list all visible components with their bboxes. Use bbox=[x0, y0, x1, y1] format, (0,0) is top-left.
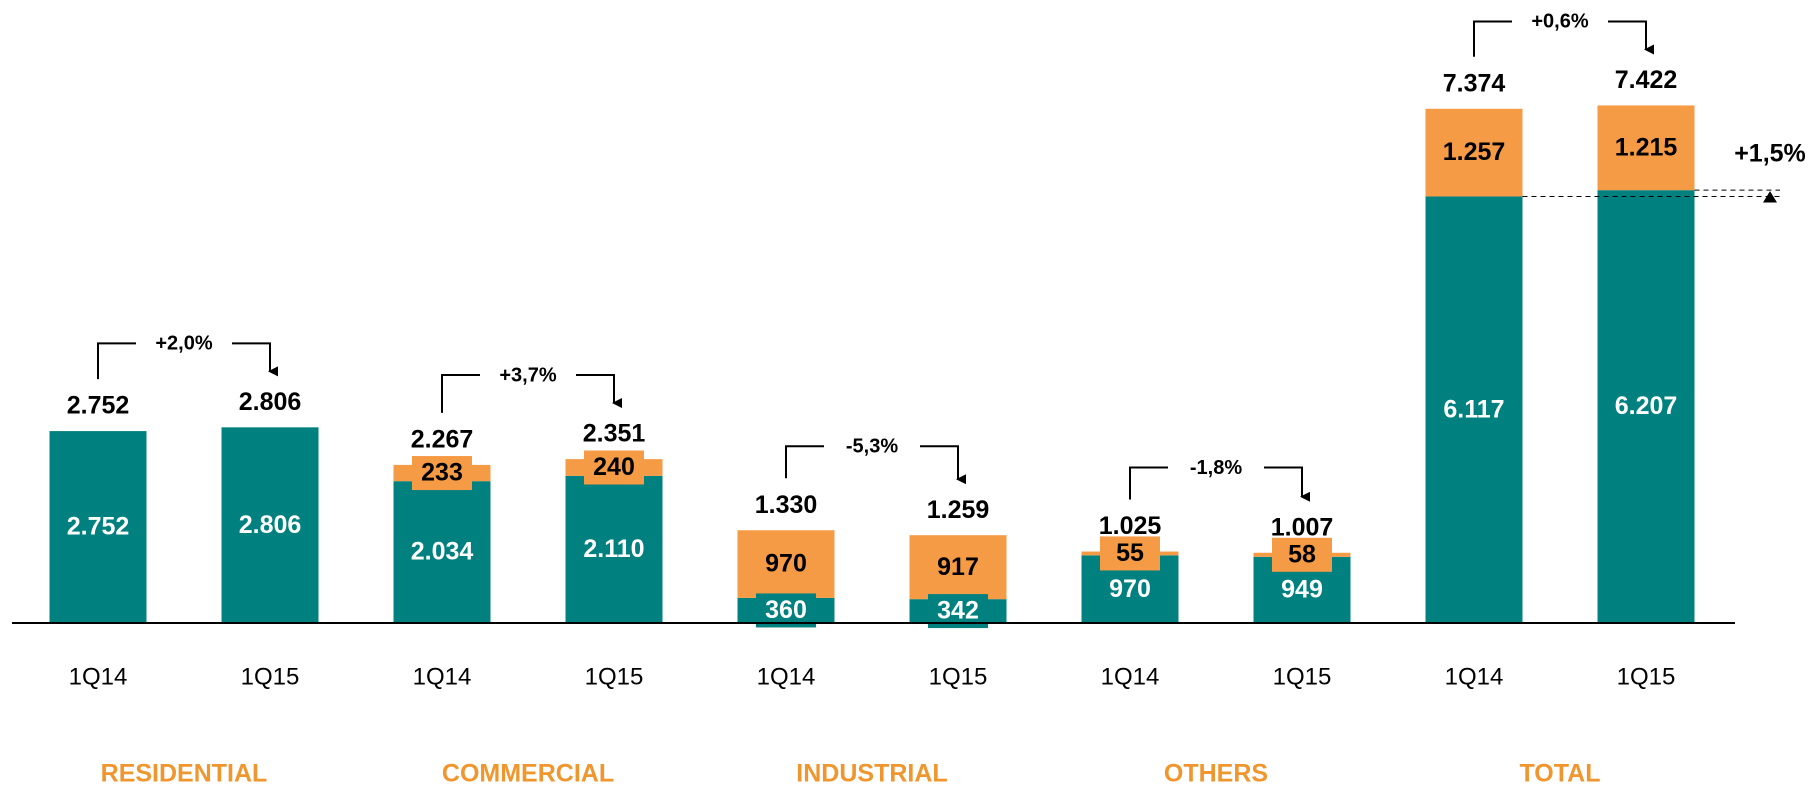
value-label: 949 bbox=[1281, 576, 1323, 604]
change-label: -1,8% bbox=[1190, 457, 1242, 479]
value-label: 2.806 bbox=[239, 511, 302, 539]
x-tick-label: 1Q15 bbox=[1617, 663, 1676, 690]
x-tick-label: 1Q15 bbox=[1273, 663, 1332, 690]
change-bg bbox=[1512, 7, 1608, 36]
total-label: 1.259 bbox=[927, 496, 990, 524]
bar-segment bbox=[49, 431, 147, 623]
value-label: 342 bbox=[937, 597, 979, 625]
total-label: 2.267 bbox=[411, 426, 474, 454]
label-box bbox=[1100, 536, 1160, 571]
bar-segment bbox=[1597, 190, 1695, 623]
value-label: 360 bbox=[765, 596, 807, 624]
x-tick-label: 1Q15 bbox=[241, 663, 300, 690]
change-bg bbox=[136, 329, 232, 358]
value-label: 970 bbox=[765, 550, 807, 578]
x-tick-label: 1Q15 bbox=[585, 663, 644, 690]
group-label: OTHERS bbox=[1164, 760, 1268, 788]
bar-segment bbox=[1425, 196, 1523, 623]
value-label: 6.117 bbox=[1443, 395, 1504, 423]
change-label: +2,0% bbox=[155, 333, 212, 355]
value-label: 240 bbox=[593, 453, 635, 481]
change-bg bbox=[1168, 453, 1264, 482]
change-bg bbox=[824, 432, 920, 461]
group-label: RESIDENTIAL bbox=[101, 760, 268, 788]
group-label: INDUSTRIAL bbox=[796, 760, 947, 788]
x-tick-label: 1Q14 bbox=[1445, 663, 1504, 690]
total-label: 2.806 bbox=[239, 388, 302, 416]
total-label: 1.330 bbox=[755, 491, 818, 519]
total-label: 7.374 bbox=[1443, 69, 1506, 97]
value-label: 55 bbox=[1116, 539, 1144, 567]
total-label: 1.025 bbox=[1099, 512, 1162, 540]
bar-segment bbox=[393, 481, 491, 623]
label-box bbox=[412, 456, 472, 491]
bar-segment bbox=[1597, 105, 1695, 191]
value-label: 2.110 bbox=[583, 535, 644, 563]
bar-segment bbox=[565, 475, 663, 623]
label-box bbox=[756, 593, 816, 628]
value-label: 6.207 bbox=[1615, 392, 1678, 420]
total-label: 1.007 bbox=[1271, 513, 1334, 541]
group-label: COMMERCIAL bbox=[442, 760, 614, 788]
value-label: 2.752 bbox=[67, 513, 130, 541]
change-label: +0,6% bbox=[1531, 11, 1588, 33]
x-tick-label: 1Q14 bbox=[1101, 663, 1160, 690]
annotation: +1,5% bbox=[1734, 140, 1806, 168]
label-box bbox=[584, 450, 644, 485]
value-label: 970 bbox=[1109, 575, 1151, 603]
x-tick-label: 1Q15 bbox=[929, 663, 988, 690]
value-label: 2.034 bbox=[411, 538, 474, 566]
group-label: TOTAL bbox=[1519, 760, 1600, 788]
compare-arrow bbox=[1763, 191, 1777, 203]
bar-segment bbox=[221, 427, 319, 623]
total-label: 2.351 bbox=[583, 420, 646, 448]
x-tick-label: 1Q14 bbox=[757, 663, 816, 690]
change-label: +3,7% bbox=[499, 364, 556, 386]
change-bg bbox=[480, 361, 576, 390]
value-label: 58 bbox=[1288, 540, 1316, 568]
total-label: 2.752 bbox=[67, 392, 130, 420]
bar-segment bbox=[737, 530, 835, 598]
value-label: 1.215 bbox=[1615, 133, 1678, 161]
total-label: 7.422 bbox=[1615, 66, 1678, 94]
value-label: 233 bbox=[421, 459, 463, 487]
bar-segment bbox=[909, 535, 1007, 600]
bar-segment bbox=[1425, 108, 1523, 197]
x-tick-label: 1Q14 bbox=[413, 663, 472, 690]
value-label: 1.257 bbox=[1443, 138, 1506, 166]
x-tick-label: 1Q14 bbox=[69, 663, 128, 690]
label-box bbox=[1272, 537, 1332, 572]
value-label: 917 bbox=[937, 553, 979, 581]
change-label: -5,3% bbox=[846, 436, 898, 458]
